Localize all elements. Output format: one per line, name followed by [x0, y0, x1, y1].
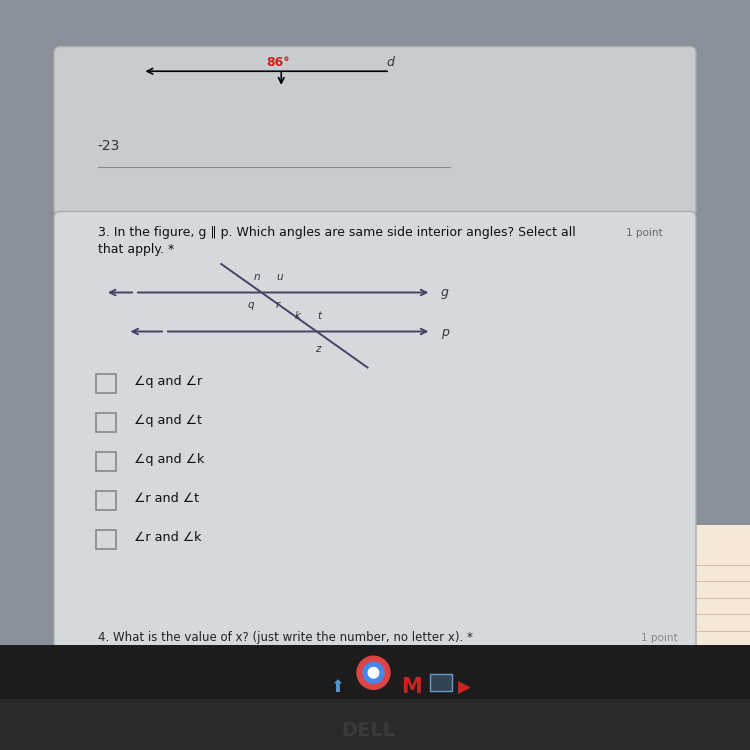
- Text: ∠r and ∠t: ∠r and ∠t: [134, 492, 199, 505]
- Circle shape: [363, 662, 384, 683]
- FancyBboxPatch shape: [96, 490, 116, 510]
- Circle shape: [357, 656, 390, 689]
- Text: DELL: DELL: [341, 722, 395, 740]
- Bar: [0, 699, 750, 750]
- FancyBboxPatch shape: [54, 211, 696, 674]
- Bar: [430, 674, 452, 691]
- Text: p: p: [441, 326, 448, 339]
- Text: ⬆: ⬆: [330, 677, 344, 695]
- Text: u: u: [276, 272, 283, 283]
- FancyBboxPatch shape: [54, 46, 696, 216]
- Text: ∠q and ∠k: ∠q and ∠k: [134, 453, 204, 466]
- Bar: [450, 525, 750, 750]
- FancyBboxPatch shape: [96, 413, 116, 432]
- Text: t: t: [317, 311, 321, 322]
- Text: 1 point: 1 point: [626, 228, 663, 238]
- Text: 4. What is the value of x? (just write the number, no letter x). *: 4. What is the value of x? (just write t…: [98, 632, 472, 644]
- Text: g: g: [441, 286, 448, 299]
- Text: that apply. *: that apply. *: [98, 243, 174, 256]
- Text: z: z: [315, 344, 320, 355]
- Circle shape: [368, 668, 379, 678]
- Bar: [0, 645, 750, 701]
- Text: k: k: [295, 311, 301, 322]
- FancyBboxPatch shape: [96, 374, 116, 393]
- FancyBboxPatch shape: [96, 530, 116, 549]
- Text: ∠q and ∠r: ∠q and ∠r: [134, 375, 202, 388]
- Text: n: n: [254, 272, 260, 283]
- Text: ∠r and ∠k: ∠r and ∠k: [134, 531, 201, 544]
- Text: d: d: [386, 56, 394, 69]
- Text: M: M: [401, 677, 422, 697]
- Text: 3. In the figure, g ‖ p. Which angles are same side interior angles? Select all: 3. In the figure, g ‖ p. Which angles ar…: [98, 226, 575, 239]
- Text: r: r: [276, 299, 280, 310]
- Text: -23: -23: [98, 139, 120, 153]
- FancyBboxPatch shape: [96, 452, 116, 471]
- Text: ▶: ▶: [458, 679, 470, 697]
- Text: 1 point: 1 point: [641, 633, 678, 644]
- Text: 86°: 86°: [266, 56, 290, 69]
- Text: ∠q and ∠t: ∠q and ∠t: [134, 414, 202, 427]
- Text: q: q: [248, 299, 254, 310]
